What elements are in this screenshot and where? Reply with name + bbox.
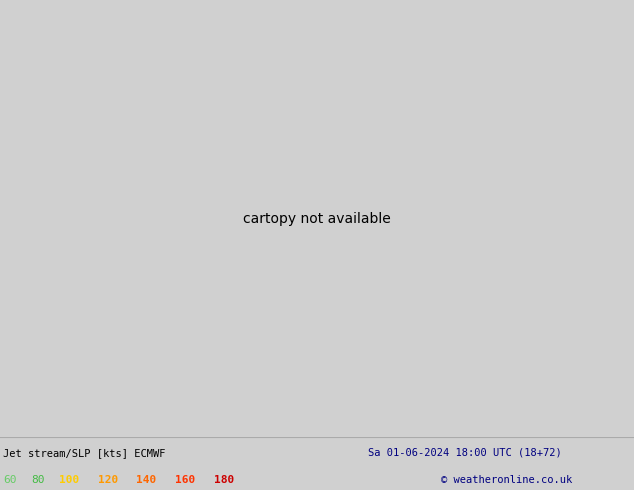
Text: 120: 120 — [98, 475, 118, 486]
Text: © weatheronline.co.uk: © weatheronline.co.uk — [441, 475, 572, 486]
Text: 60: 60 — [3, 475, 16, 486]
Text: 80: 80 — [31, 475, 44, 486]
Text: cartopy not available: cartopy not available — [243, 212, 391, 225]
Text: 140: 140 — [136, 475, 157, 486]
Text: 160: 160 — [175, 475, 195, 486]
Text: 180: 180 — [214, 475, 234, 486]
Text: 100: 100 — [59, 475, 79, 486]
Text: Jet stream/SLP [kts] ECMWF: Jet stream/SLP [kts] ECMWF — [3, 448, 165, 458]
Text: Sa 01-06-2024 18:00 UTC (18+72): Sa 01-06-2024 18:00 UTC (18+72) — [368, 448, 562, 458]
